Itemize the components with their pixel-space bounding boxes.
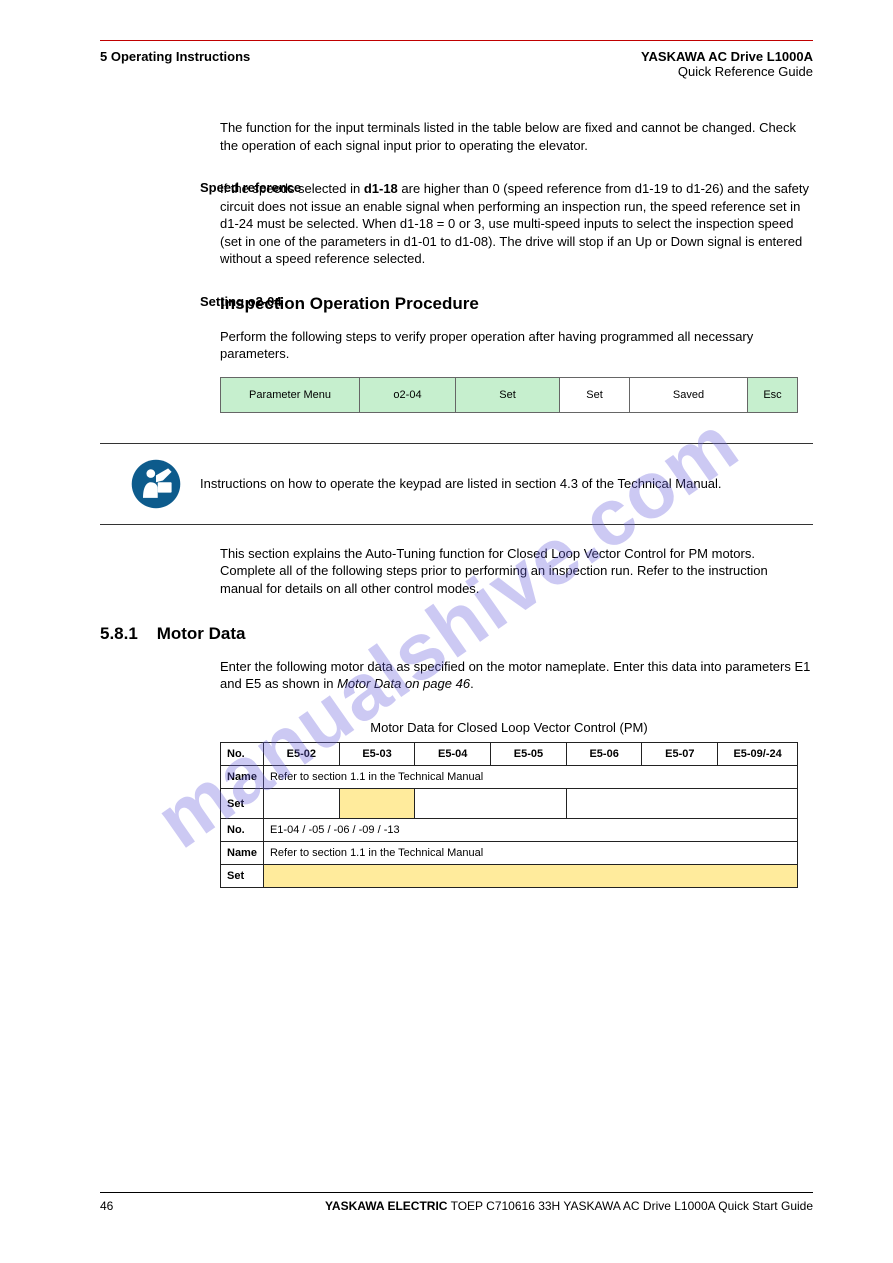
heading-inspection-procedure: Inspection Operation Procedure bbox=[220, 294, 813, 314]
section-number: 5 bbox=[100, 49, 107, 64]
table-cell: E5-05 bbox=[491, 743, 567, 766]
paragraph-speed-reference: If the speeds selected in d1-18 are high… bbox=[220, 180, 813, 268]
h2b-title: Motor Data bbox=[157, 624, 246, 643]
note-block: Instructions on how to operate the keypa… bbox=[130, 458, 813, 510]
footer-page-number: 46 bbox=[100, 1199, 113, 1213]
p2-bold: d1-18 bbox=[364, 181, 398, 196]
label-speed-reference: Speed reference bbox=[200, 180, 301, 195]
nav-cell: o2-04 bbox=[360, 377, 456, 413]
p4-link: Motor Data on page 46 bbox=[337, 676, 470, 691]
header-left-text: Operating Instructions bbox=[111, 49, 250, 64]
paragraph-enter-data: Enter the following motor data as specif… bbox=[220, 658, 813, 693]
h2b-num: 5.8.1 bbox=[100, 624, 138, 643]
table-row-label: No. bbox=[221, 819, 264, 842]
heading-motor-data: 5.8.1 Motor Data bbox=[100, 624, 813, 644]
footer-right: YASKAWA ELECTRIC TOEP C710616 33H YASKAW… bbox=[325, 1199, 813, 1213]
footer-rule bbox=[100, 1192, 813, 1193]
p4-post: . bbox=[470, 676, 474, 691]
table-row-label: Set bbox=[221, 789, 264, 819]
note-rule-top bbox=[100, 443, 813, 444]
read-manual-icon bbox=[130, 458, 182, 510]
table-row-label: Name bbox=[221, 842, 264, 865]
label-nav-row: Setting o2-04 bbox=[200, 294, 282, 309]
p4-pre: Enter the following motor data as specif… bbox=[220, 659, 810, 692]
paragraph-fixed-terminals: The function for the input terminals lis… bbox=[220, 119, 813, 154]
table-cell: E5-04 bbox=[415, 743, 491, 766]
table-row-label: Set bbox=[221, 865, 264, 888]
note-rule-bottom bbox=[100, 524, 813, 525]
table-cell: E5-09/-24 bbox=[718, 743, 798, 766]
nav-cell: Parameter Menu bbox=[220, 377, 360, 413]
footer-brand: YASKAWA ELECTRIC bbox=[325, 1199, 447, 1213]
header-subtitle: Quick Reference Guide bbox=[641, 64, 813, 79]
header-rule bbox=[100, 40, 813, 41]
heading-subtitle-text: Perform the following steps to verify pr… bbox=[220, 328, 813, 363]
table-cell: E1-04 / -05 / -06 / -09 / -13 bbox=[263, 819, 797, 842]
table-cell: Refer to section 1.1 in the Technical Ma… bbox=[263, 766, 797, 789]
page-footer: 46 YASKAWA ELECTRIC TOEP C710616 33H YAS… bbox=[100, 1192, 813, 1213]
nav-table: Parameter Menuo2-04SetSetSavedEsc bbox=[220, 377, 813, 413]
nav-cell: Esc bbox=[748, 377, 798, 413]
motor-table-caption: Motor Data for Closed Loop Vector Contro… bbox=[220, 719, 798, 737]
table-cell: E5-02 bbox=[263, 743, 339, 766]
table-cell bbox=[415, 789, 566, 819]
table-row-label: No. bbox=[221, 743, 264, 766]
paragraph-autotune: This section explains the Auto-Tuning fu… bbox=[220, 545, 813, 598]
page-root: 5 Operating Instructions YASKAWA AC Driv… bbox=[0, 0, 893, 1263]
table-cell: E5-07 bbox=[642, 743, 718, 766]
table-cell bbox=[263, 865, 797, 888]
motor-data-table: No.E5-02E5-03E5-04E5-05E5-06E5-07E5-09/-… bbox=[220, 742, 798, 888]
nav-cell: Set bbox=[456, 377, 560, 413]
page-body: The function for the input terminals lis… bbox=[100, 119, 813, 888]
table-cell: Refer to section 1.1 in the Technical Ma… bbox=[263, 842, 797, 865]
table-row-label: Name bbox=[221, 766, 264, 789]
nav-cell: Saved bbox=[630, 377, 748, 413]
page-header: 5 Operating Instructions YASKAWA AC Driv… bbox=[100, 49, 813, 79]
table-cell bbox=[339, 789, 415, 819]
note-text: Instructions on how to operate the keypa… bbox=[200, 476, 722, 491]
table-cell: E5-06 bbox=[566, 743, 642, 766]
nav-cell: Set bbox=[560, 377, 630, 413]
header-right: YASKAWA AC Drive L1000A Quick Reference … bbox=[641, 49, 813, 79]
table-cell bbox=[263, 789, 339, 819]
table-cell: E5-03 bbox=[339, 743, 415, 766]
header-product: YASKAWA AC Drive L1000A bbox=[641, 49, 813, 64]
header-section: 5 Operating Instructions bbox=[100, 49, 250, 64]
footer-doc: TOEP C710616 33H YASKAWA AC Drive L1000A… bbox=[447, 1199, 813, 1213]
table-cell bbox=[566, 789, 797, 819]
